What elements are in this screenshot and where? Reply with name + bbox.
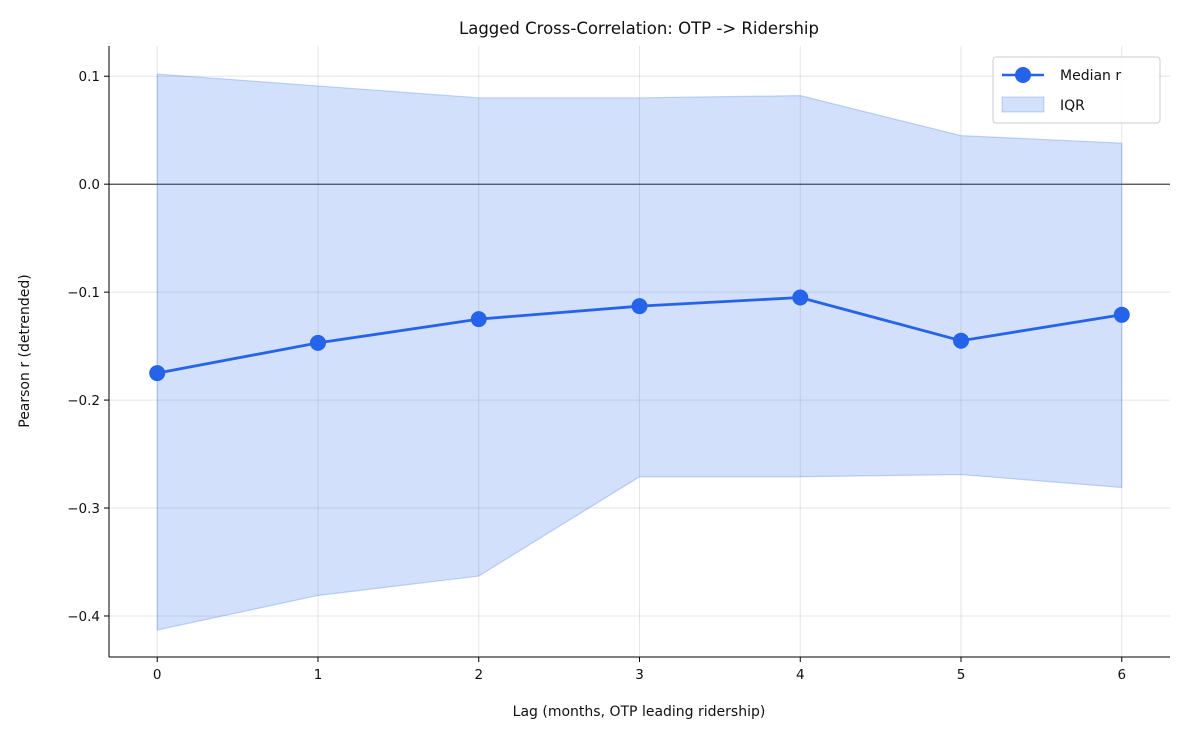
chart-title: Lagged Cross-Correlation: OTP -> Ridersh… [459,19,819,38]
median-point [1113,306,1130,323]
y-axis-label: Pearson r (detrended) [17,274,33,428]
x-tick-label: 2 [474,667,483,683]
median-point [953,332,970,349]
legend-median-marker-icon [1015,67,1031,83]
iqr-band [156,73,1123,631]
median-line-layer [149,289,1130,382]
legend-iqr-label: IQR [1060,98,1085,114]
x-tick-label: 1 [314,667,323,683]
median-point [792,289,809,306]
median-point [631,298,648,315]
axes: 0 1 2 3 4 5 6 0.1 0.0 −0.1 −0.2 −0.3 −0.4 [67,46,1170,683]
legend-median-label: Median r [1060,68,1121,84]
grid [109,46,1170,657]
x-tick-label: 5 [957,667,966,683]
x-tick-label: 3 [635,667,644,683]
median-point [149,365,166,382]
legend: Median r IQR [992,56,1161,124]
y-tick-label: −0.3 [67,501,100,517]
legend-iqr-swatch-icon [1001,96,1045,113]
x-tick-label: 4 [796,667,805,683]
median-point [309,334,326,351]
y-tick-label: −0.4 [67,609,100,625]
y-tick-label: 0.1 [79,69,100,85]
x-tick-label: 6 [1117,667,1126,683]
x-tick-label: 0 [153,667,162,683]
y-tick-label: −0.2 [67,393,100,409]
x-axis-label: Lag (months, OTP leading ridership) [513,704,766,720]
iqr-band-layer [156,73,1123,631]
median-point [470,311,487,328]
y-tick-label: 0.0 [79,177,100,193]
y-tick-label: −0.1 [67,285,100,301]
